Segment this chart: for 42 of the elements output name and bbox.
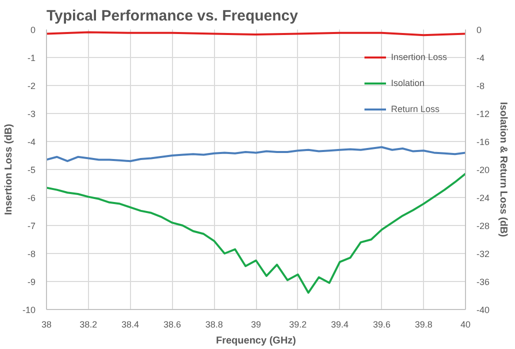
y-tick-label: -3 xyxy=(28,109,36,119)
x-tick-label: 39 xyxy=(250,320,262,330)
line-series xyxy=(46,146,466,162)
x-tick-label: 38.6 xyxy=(163,320,181,330)
legend-label: Isolation xyxy=(390,78,424,88)
y2-tick-label: -24 xyxy=(476,193,490,203)
x-tick-label: 38.4 xyxy=(122,320,140,330)
y2-tick-label: -20 xyxy=(476,165,490,175)
y-tick-label: -2 xyxy=(28,81,36,91)
x-tick-label: 38.8 xyxy=(205,320,223,330)
legend-label: Insertion Loss xyxy=(390,52,447,62)
y2-tick-label: -8 xyxy=(476,81,485,91)
x-axis-title: Frequency (GHz) xyxy=(216,336,296,346)
y2-tick-label: -4 xyxy=(476,53,485,63)
y-tick-label: -4 xyxy=(28,137,36,147)
y-tick-label: -7 xyxy=(28,221,36,231)
y-tick-label: -8 xyxy=(28,249,36,259)
y2-axis-title: Isolation & Return Loss (dB) xyxy=(498,102,509,237)
x-tick-label: 39.2 xyxy=(289,320,307,330)
x-tick-label: 39.8 xyxy=(414,320,432,330)
x-tick-label: 38 xyxy=(41,320,52,330)
x-tick-label: 39.6 xyxy=(372,320,390,330)
y-tick-label: 0 xyxy=(30,25,36,35)
line-series xyxy=(46,172,466,294)
x-tick-label: 39.4 xyxy=(331,320,349,330)
y2-tick-label: -28 xyxy=(476,221,490,231)
x-tick-label: 38.2 xyxy=(80,320,98,330)
y-tick-label: -9 xyxy=(28,277,36,287)
x-tick-label: 40 xyxy=(460,320,471,330)
y2-tick-label: -40 xyxy=(476,305,490,315)
y-tick-label: -6 xyxy=(28,193,36,203)
y2-tick-label: -16 xyxy=(476,137,490,147)
y2-tick-label: -36 xyxy=(476,277,490,287)
y-tick-label: -5 xyxy=(28,165,36,175)
y-tick-label: -10 xyxy=(22,305,36,315)
y-axis-title: Insertion Loss (dB) xyxy=(3,124,14,216)
y2-tick-label: 0 xyxy=(476,25,482,35)
y-tick-label: -1 xyxy=(28,53,36,63)
y2-tick-label: -12 xyxy=(476,109,490,119)
y2-tick-label: -32 xyxy=(476,249,490,259)
legend-label: Return Loss xyxy=(390,104,440,114)
chart-title: Typical Performance vs. Frequency xyxy=(46,8,299,24)
